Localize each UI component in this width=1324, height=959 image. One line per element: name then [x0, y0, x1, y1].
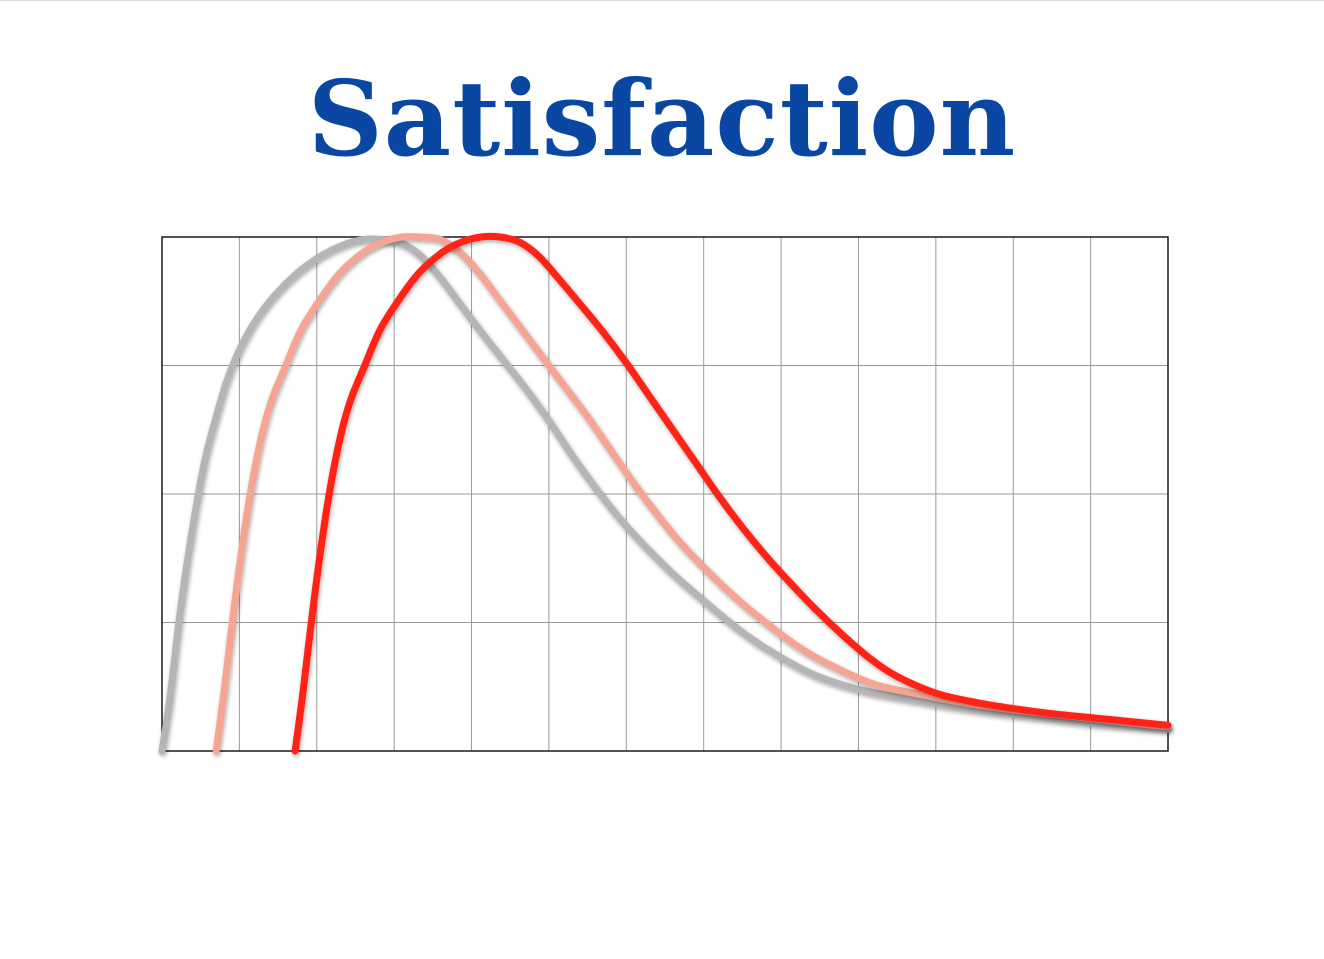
chart-series	[158, 232, 1172, 755]
series-line-1	[158, 235, 1172, 755]
chart-frame	[161, 236, 1169, 752]
chart-title: Satisfaction	[307, 57, 1017, 180]
series-line-3	[291, 232, 1172, 755]
chart-grid	[162, 237, 1168, 751]
series-line-2	[212, 233, 1172, 755]
